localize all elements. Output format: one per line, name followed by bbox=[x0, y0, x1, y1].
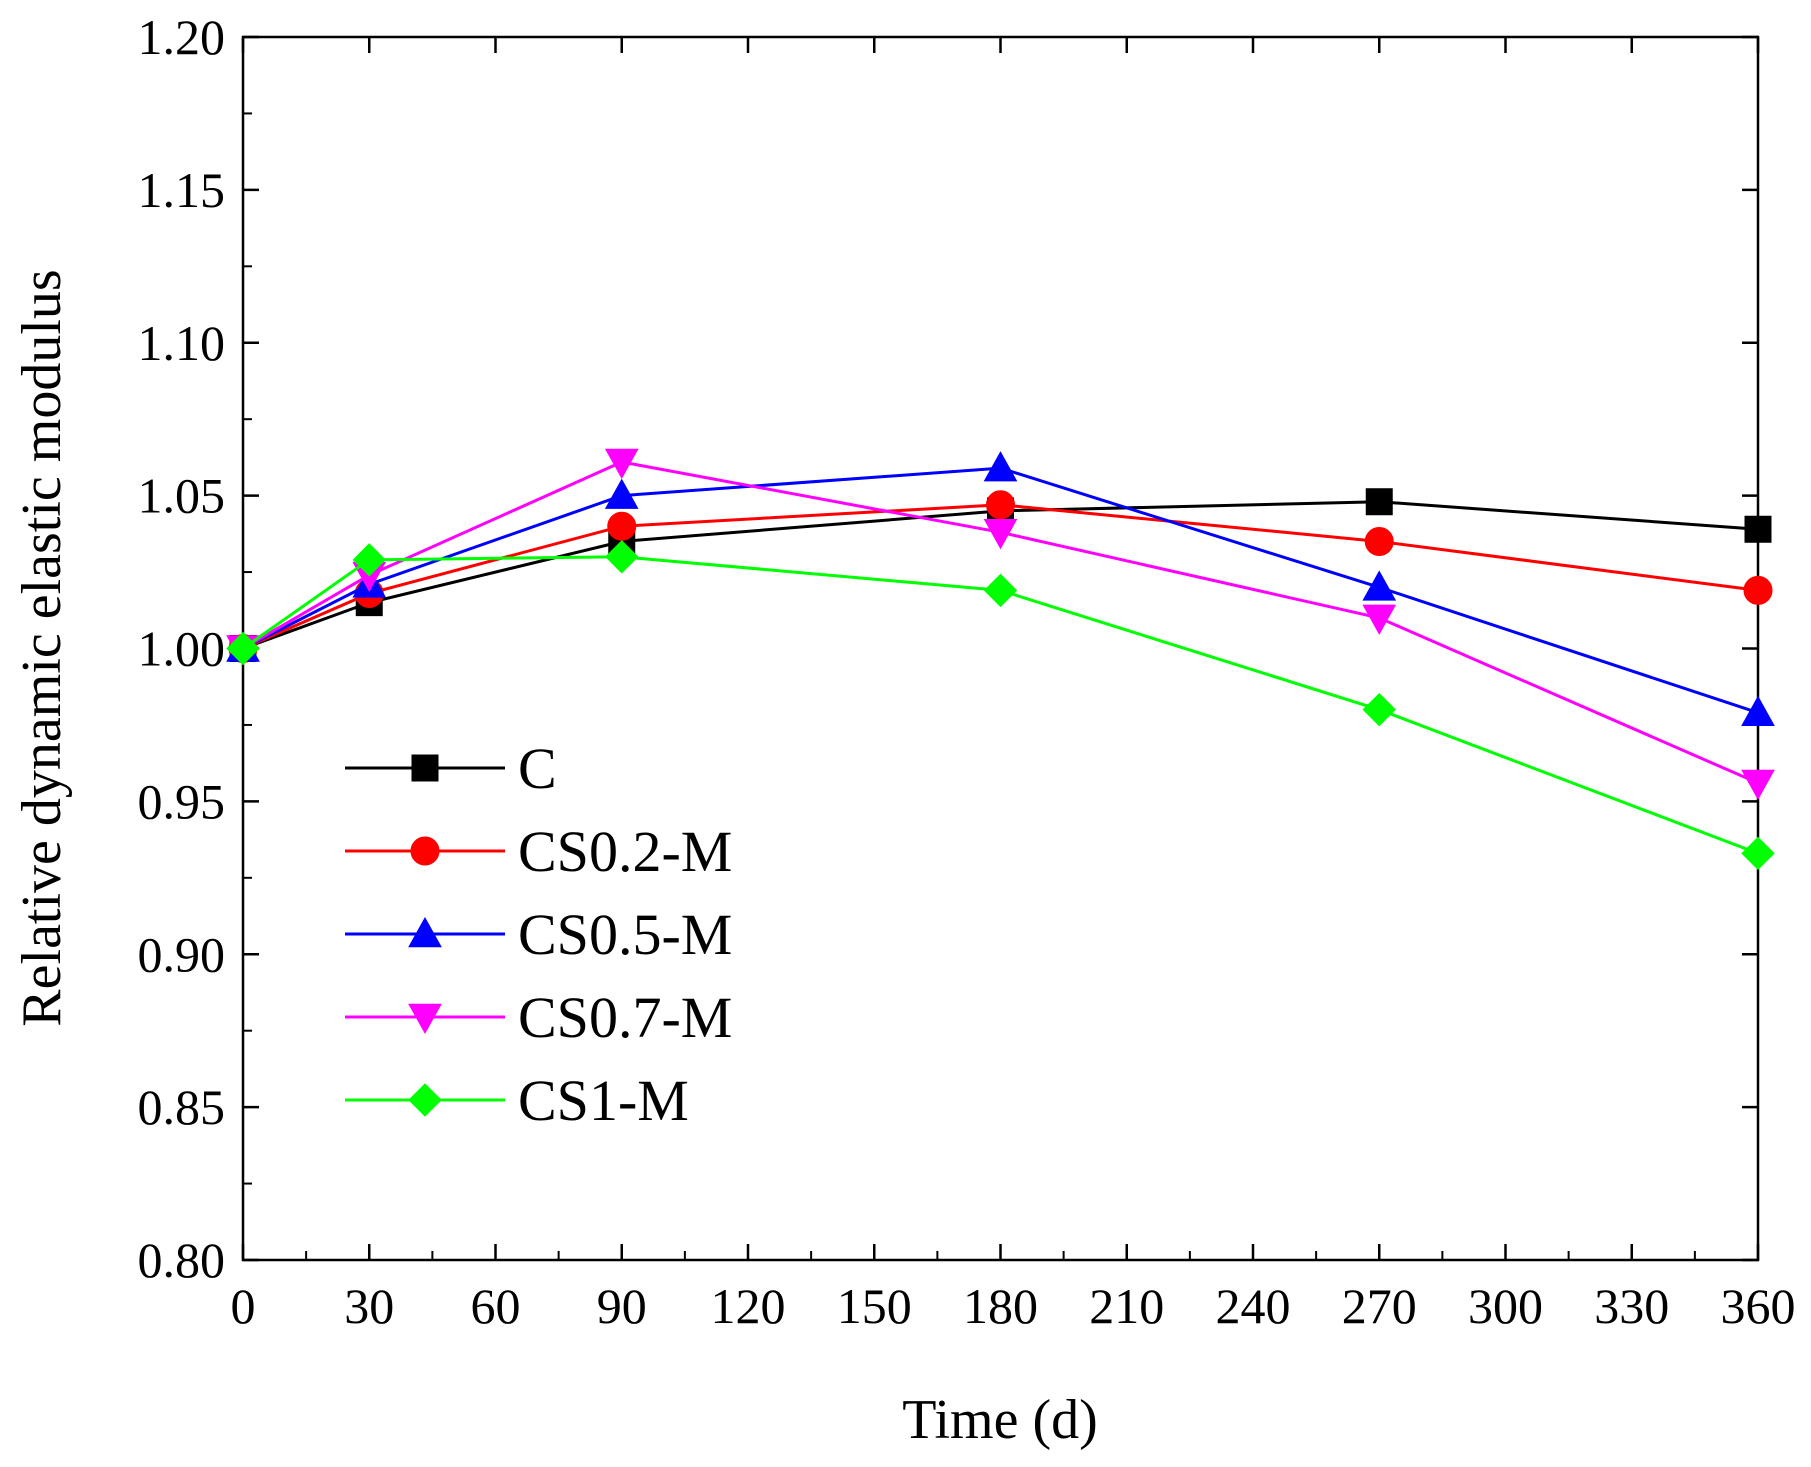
legend-item: CS0.2-M bbox=[345, 819, 732, 884]
x-tick-label: 300 bbox=[1468, 1278, 1543, 1334]
legend-swatch-marker bbox=[411, 754, 439, 782]
data-point bbox=[604, 448, 639, 480]
legend-label: CS1-M bbox=[518, 1068, 689, 1133]
series-CS1-M bbox=[226, 540, 1775, 871]
y-tick-label: 1.05 bbox=[138, 468, 226, 524]
data-point bbox=[1741, 836, 1775, 871]
y-tick-label: 1.10 bbox=[138, 315, 226, 371]
data-point bbox=[605, 540, 639, 574]
series-layer bbox=[226, 448, 1775, 871]
legend-label: CS0.2-M bbox=[518, 819, 732, 884]
x-tick-label: 180 bbox=[963, 1278, 1038, 1334]
legend-item: CS1-M bbox=[345, 1068, 689, 1133]
legend-item: C bbox=[345, 736, 557, 801]
x-tick-label: 330 bbox=[1594, 1278, 1669, 1334]
data-point bbox=[1365, 488, 1393, 516]
legend-label: CS0.5-M bbox=[518, 902, 732, 967]
x-tick-label: 120 bbox=[711, 1278, 786, 1334]
data-point bbox=[226, 631, 260, 666]
x-tick-label: 90 bbox=[597, 1278, 647, 1334]
x-tick-label: 210 bbox=[1089, 1278, 1164, 1334]
legend-label: C bbox=[518, 736, 557, 801]
y-tick-label: 1.00 bbox=[138, 621, 226, 677]
y-tick-label: 1.15 bbox=[138, 162, 226, 218]
legend-item: CS0.7-M bbox=[345, 985, 732, 1050]
x-tick-label: 150 bbox=[837, 1278, 912, 1334]
legend-swatch-marker bbox=[408, 1083, 442, 1117]
data-point bbox=[1364, 526, 1394, 556]
data-point bbox=[1362, 604, 1397, 635]
data-point bbox=[1362, 570, 1397, 601]
y-tick-label: 1.20 bbox=[138, 9, 226, 65]
data-point bbox=[1362, 692, 1396, 727]
legend-swatch-marker bbox=[408, 916, 442, 948]
y-axis-title: Relative dynamic elastic modulus bbox=[11, 269, 73, 1026]
y-tick-label: 0.90 bbox=[138, 926, 226, 982]
data-point bbox=[607, 511, 637, 541]
data-point bbox=[1741, 695, 1775, 727]
legend-swatch-marker bbox=[410, 836, 440, 866]
legend-label: CS0.7-M bbox=[518, 985, 732, 1050]
data-point bbox=[983, 573, 1018, 608]
data-point bbox=[986, 490, 1015, 520]
x-axis-ticks: 0 30 60 90 120 150 180 210 240 270 300 330 360 bbox=[231, 37, 1796, 1334]
data-point bbox=[352, 543, 386, 577]
data-point bbox=[604, 478, 639, 509]
legend-swatch-marker bbox=[408, 1003, 442, 1035]
series-line bbox=[242, 503, 1759, 650]
x-axis-title: Time (d) bbox=[902, 1389, 1098, 1451]
y-tick-label: 0.85 bbox=[138, 1079, 226, 1135]
series-line bbox=[242, 466, 1759, 715]
y-tick-label: 0.80 bbox=[138, 1232, 226, 1288]
plot-frame bbox=[241, 35, 1760, 1262]
data-point bbox=[1744, 515, 1772, 543]
y-tick-label: 0.95 bbox=[138, 773, 226, 829]
series-line bbox=[242, 500, 1759, 650]
series-line bbox=[242, 555, 1759, 855]
legend: C CS0.2-M CS0.5-M CS0.7-M CS1-M bbox=[345, 736, 732, 1133]
x-tick-label: 60 bbox=[471, 1278, 521, 1334]
legend-item: CS0.5-M bbox=[345, 902, 732, 967]
x-tick-label: 270 bbox=[1342, 1278, 1417, 1334]
x-tick-label: 360 bbox=[1721, 1278, 1796, 1334]
data-point bbox=[1741, 769, 1775, 801]
y-axis-ticks: 0.80 0.85 0.90 0.95 1.00 1.05 1.10 1.15 1.20 bbox=[138, 9, 1758, 1288]
x-tick-label: 0 bbox=[231, 1278, 256, 1334]
data-point bbox=[1743, 575, 1773, 605]
x-tick-label: 30 bbox=[344, 1278, 394, 1334]
series-line bbox=[242, 460, 1759, 785]
data-point bbox=[983, 519, 1018, 550]
data-point bbox=[983, 451, 1018, 482]
series-CS0.7-M bbox=[226, 448, 1775, 801]
x-tick-label: 240 bbox=[1216, 1278, 1291, 1334]
